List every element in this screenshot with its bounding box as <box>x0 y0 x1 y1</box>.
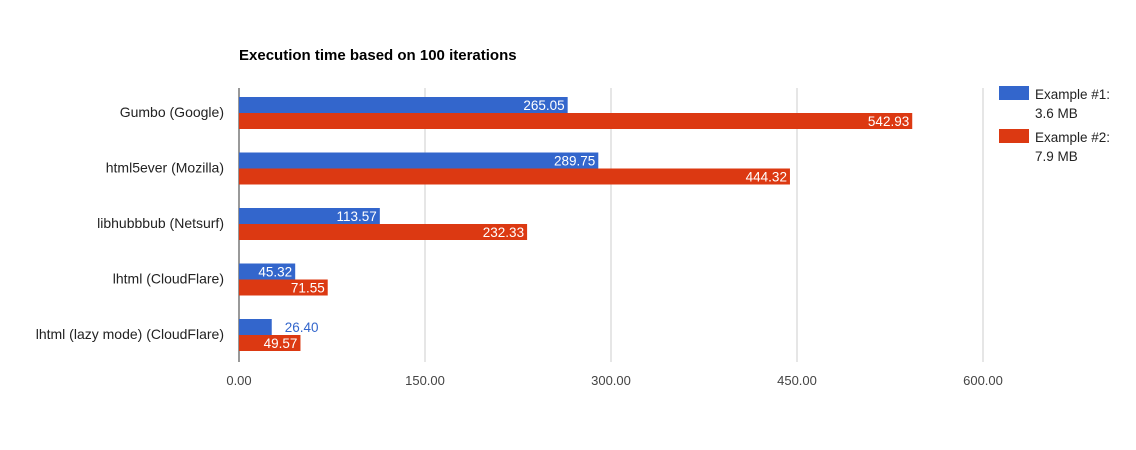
data-label: 232.33 <box>483 225 524 240</box>
bar <box>239 263 296 280</box>
legend-swatch <box>999 129 1029 143</box>
chart-title: Execution time based on 100 iterations <box>239 47 517 64</box>
x-tick-label: 300.00 <box>591 373 631 388</box>
bar <box>239 168 790 185</box>
legend-label: 3.6 MB <box>1035 106 1078 121</box>
data-labels: 265.05 289.75 113.57 45.32 26.40 542.93 444.32… <box>258 98 909 351</box>
category-label: lhtml (lazy mode) (CloudFlare) <box>36 326 224 342</box>
x-tick-label: 450.00 <box>777 373 817 388</box>
bar <box>239 224 528 240</box>
bar <box>239 208 380 224</box>
data-label: 45.32 <box>258 265 292 280</box>
category-labels: Gumbo (Google) html5ever (Mozilla) libhubb… <box>36 104 224 342</box>
bar <box>239 113 913 129</box>
data-label: 71.55 <box>291 281 325 296</box>
category-label: Gumbo (Google) <box>120 104 224 120</box>
legend-label: 7.9 MB <box>1035 149 1078 164</box>
category-label: html5ever (Mozilla) <box>106 160 224 176</box>
legend-label: Example #2: <box>1035 130 1110 145</box>
bar <box>239 319 272 335</box>
bar <box>239 152 599 169</box>
legend: Example #1: 3.6 MB Example #2: 7.9 MB <box>999 86 1110 164</box>
bars <box>239 97 913 351</box>
bar <box>239 335 301 351</box>
legend-swatch <box>999 86 1029 100</box>
x-tick-label: 600.00 <box>963 373 1003 388</box>
data-label: 265.05 <box>523 98 564 113</box>
data-label: 26.40 <box>285 320 319 335</box>
bar <box>239 279 328 296</box>
x-axis-ticks: 0.00 150.00 300.00 450.00 600.00 <box>226 373 1003 388</box>
x-tick-label: 0.00 <box>226 373 251 388</box>
data-label: 542.93 <box>868 114 909 129</box>
category-label: libhubbbub (Netsurf) <box>97 215 224 231</box>
data-label: 49.57 <box>264 336 298 351</box>
category-label: lhtml (CloudFlare) <box>113 271 224 287</box>
data-label: 444.32 <box>746 170 787 185</box>
x-tick-label: 150.00 <box>405 373 445 388</box>
data-label: 113.57 <box>337 209 377 224</box>
data-label: 289.75 <box>554 154 595 169</box>
legend-label: Example #1: <box>1035 87 1110 102</box>
bar <box>239 97 568 113</box>
